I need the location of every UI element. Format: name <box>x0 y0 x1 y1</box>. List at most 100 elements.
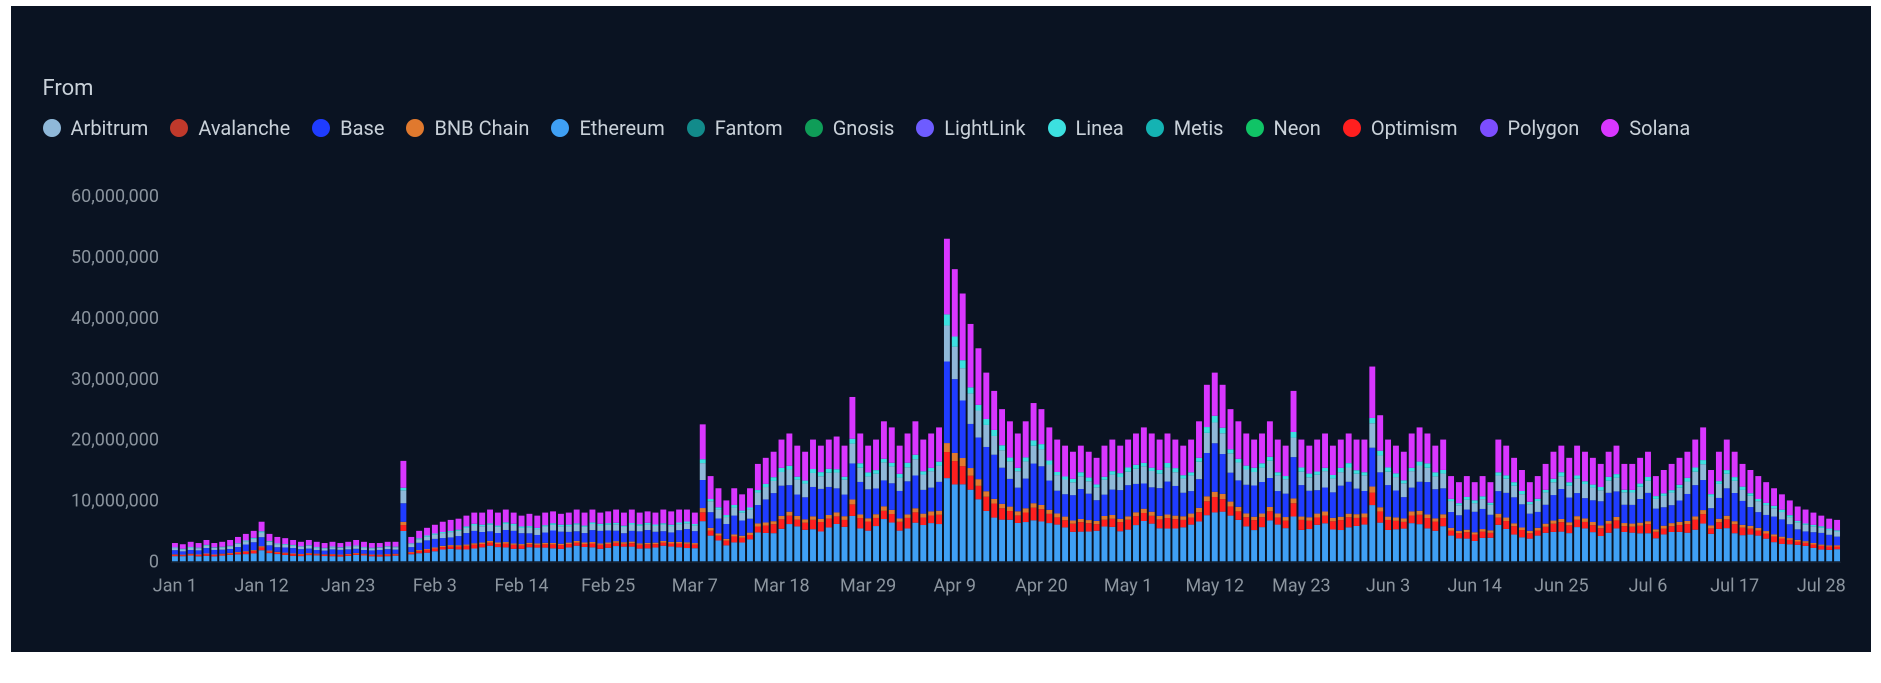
bar-seg-optimism <box>1062 520 1068 527</box>
bar-seg-base <box>1676 500 1682 521</box>
bar-seg-arbitrum <box>1243 470 1249 485</box>
bar-seg-bnb <box>1266 507 1272 511</box>
bar-seg-optimism <box>368 555 374 556</box>
legend-label-arbitrum: Arbitrum <box>71 116 149 140</box>
bar-seg-optimism <box>494 544 500 547</box>
bar-seg-solana <box>715 488 721 507</box>
legend-item-avalanche[interactable]: Avalanche <box>170 116 290 140</box>
bar-seg-arbitrum <box>1731 481 1737 493</box>
bar-seg-arbitrum <box>1637 487 1643 499</box>
bar-seg-solana <box>975 348 981 405</box>
bar-seg-bnb <box>1660 526 1666 529</box>
bar-seg-bnb <box>951 453 957 461</box>
legend-item-optimism[interactable]: Optimism <box>1343 116 1458 140</box>
bar-seg-solana <box>321 543 327 548</box>
bar-seg-solana <box>1148 433 1154 467</box>
bar-seg-solana <box>1589 458 1595 485</box>
legend-label-fantom: Fantom <box>715 116 783 140</box>
bar-seg-solana <box>1660 470 1666 493</box>
bar-seg-linea <box>1700 460 1706 464</box>
legend-item-polygon[interactable]: Polygon <box>1480 116 1580 140</box>
bar-seg-bnb <box>786 512 792 516</box>
bar-seg-solana <box>1558 446 1564 473</box>
bar-seg-optimism <box>636 545 642 549</box>
bar-seg-base <box>1755 512 1761 528</box>
legend-item-metis[interactable]: Metis <box>1146 116 1224 140</box>
bar-seg-bnb <box>1668 523 1674 526</box>
bar-seg-optimism <box>1605 524 1611 533</box>
bar-seg-solana <box>542 513 548 526</box>
legend-item-ethereum[interactable]: Ethereum <box>551 116 664 140</box>
bar-seg-bnb <box>628 542 634 544</box>
bar-seg-ethereum <box>187 556 193 562</box>
legend-item-lightlink[interactable]: LightLink <box>916 116 1025 140</box>
bar-seg-ethereum <box>1629 533 1635 562</box>
bar-seg-base <box>880 480 886 506</box>
bar-seg-ethereum <box>376 557 382 562</box>
bar-seg-solana <box>959 294 965 361</box>
bar-seg-solana <box>1322 433 1328 467</box>
bar-seg-optimism <box>975 486 981 499</box>
bar-seg-ethereum <box>1101 527 1107 562</box>
bar-seg-solana <box>1337 440 1343 468</box>
bar-seg-bnb <box>1085 520 1091 523</box>
legend-item-gnosis[interactable]: Gnosis <box>805 116 895 140</box>
bar-seg-bnb <box>1259 514 1265 518</box>
bar-seg-solana <box>1180 446 1186 476</box>
legend-item-solana[interactable]: Solana <box>1601 116 1690 140</box>
bar-seg-optimism <box>1582 522 1588 528</box>
bar-seg-solana <box>1550 452 1556 479</box>
legend-item-base[interactable]: Base <box>312 116 384 140</box>
bar-seg-linea <box>1676 485 1682 488</box>
bar-seg-solana <box>298 542 304 547</box>
bar-seg-bnb <box>557 544 563 545</box>
bar-seg-linea <box>471 524 477 526</box>
legend-item-neon[interactable]: Neon <box>1246 116 1321 140</box>
bar-seg-solana <box>888 427 894 462</box>
bar-seg-bnb <box>1550 521 1556 524</box>
legend-item-bnb[interactable]: BNB Chain <box>406 116 529 140</box>
bar-seg-solana <box>896 446 902 474</box>
bar-seg-base <box>187 550 193 554</box>
legend-item-fantom[interactable]: Fantom <box>687 116 783 140</box>
bar-seg-solana <box>171 543 177 547</box>
bar-seg-solana <box>1637 458 1643 484</box>
bar-seg-optimism <box>1266 511 1272 520</box>
bar-seg-arbitrum <box>880 462 886 480</box>
bar-seg-solana <box>1621 464 1627 490</box>
bar-seg-bnb <box>1046 510 1052 514</box>
bar-seg-solana <box>1629 464 1635 490</box>
bar-seg-base <box>1534 512 1540 528</box>
bar-seg-linea <box>865 472 871 476</box>
bar-seg-linea <box>1778 510 1784 512</box>
bar-seg-optimism <box>376 555 382 556</box>
bar-seg-bnb <box>991 499 997 504</box>
legend-item-linea[interactable]: Linea <box>1048 116 1124 140</box>
bar-seg-optimism <box>1306 521 1312 529</box>
bar-seg-ethereum <box>345 556 351 561</box>
legend-item-arbitrum[interactable]: Arbitrum <box>43 116 149 140</box>
bar-seg-linea <box>943 314 949 325</box>
bar-seg-bnb <box>1219 494 1225 499</box>
bar-seg-arbitrum <box>1424 468 1430 482</box>
bar-seg-optimism <box>1345 517 1351 527</box>
bar-seg-bnb <box>920 514 926 518</box>
bar-seg-base <box>1077 489 1083 519</box>
bar-seg-arbitrum <box>471 526 477 531</box>
bar-seg-arbitrum <box>1645 481 1651 493</box>
bar-seg-optimism <box>439 547 445 549</box>
bar-seg-base <box>329 549 335 554</box>
bar-seg-ethereum <box>676 547 682 561</box>
bar-seg-arbitrum <box>1251 472 1257 485</box>
bar-seg-optimism <box>731 536 737 542</box>
bar-seg-arbitrum <box>1109 475 1115 490</box>
bar-seg-optimism <box>707 531 713 536</box>
bar-seg-arbitrum <box>613 524 619 530</box>
bar-seg-arbitrum <box>762 487 768 499</box>
bar-seg-linea <box>1196 458 1202 462</box>
bar-seg-arbitrum <box>983 425 989 447</box>
bar-seg-bnb <box>368 554 374 555</box>
bar-seg-optimism <box>1613 520 1619 528</box>
bar-seg-solana <box>1156 440 1162 470</box>
bar-seg-bnb <box>1534 528 1540 531</box>
